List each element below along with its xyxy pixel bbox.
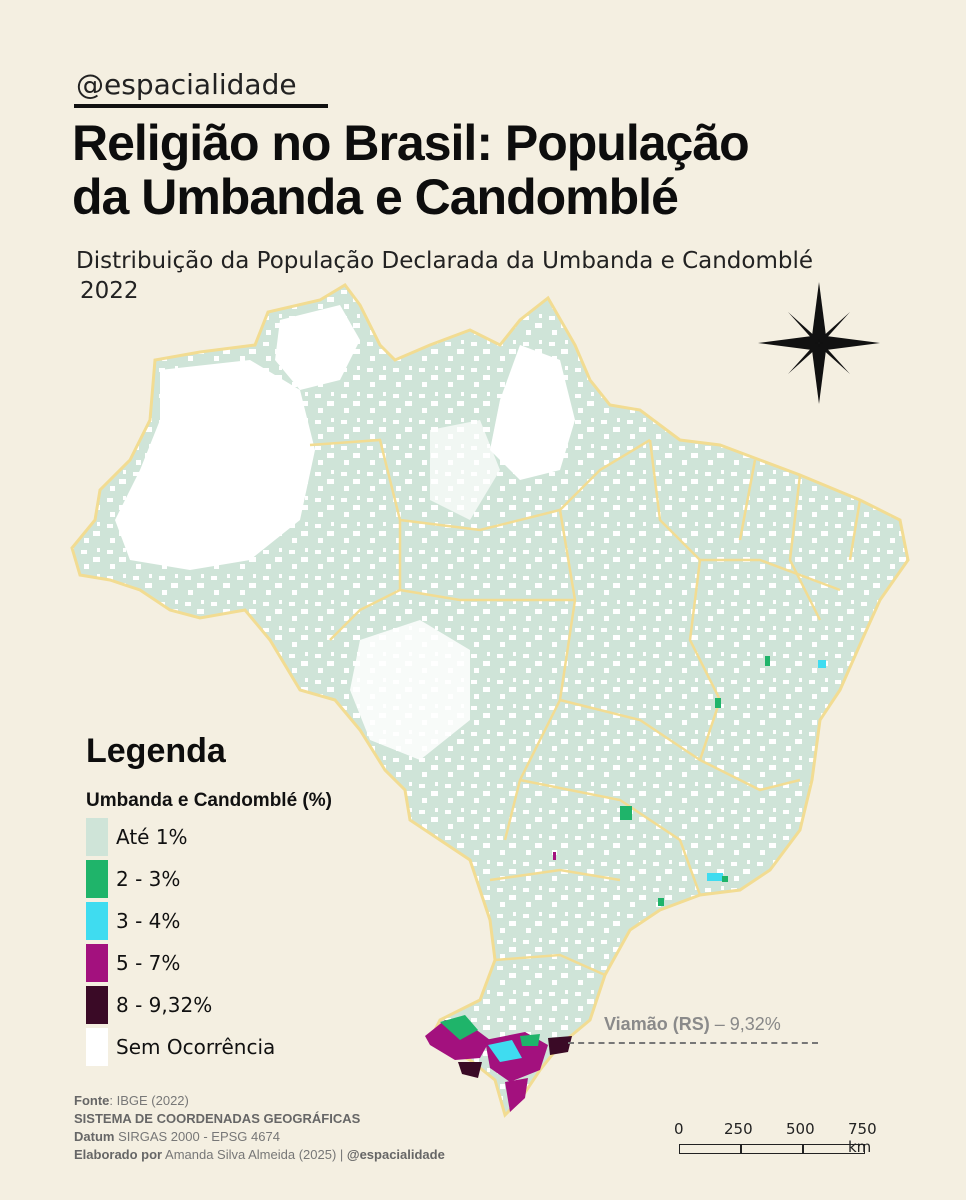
source-value: : IBGE (2022) [109,1093,189,1108]
legend-label: 2 - 3% [116,867,181,891]
legend-item: Sem Ocorrência [86,1026,275,1068]
scale-label-500: 500 [786,1120,815,1138]
legend-item: Até 1% [86,816,275,858]
legend-swatch [86,1028,108,1066]
legend-item: 2 - 3% [86,858,275,900]
datum-label: Datum [74,1129,115,1144]
page-title: Religião no Brasil: População da Umbanda… [72,116,932,224]
scale-label-0: 0 [674,1120,684,1138]
title-line-2: da Umbanda e Candomblé [72,169,679,225]
legend-label: 5 - 7% [116,951,181,975]
credit-datum: Datum SIRGAS 2000 - EPSG 4674 [74,1128,445,1146]
scale-segment-3 [803,1144,865,1154]
datum-value: SIRGAS 2000 - EPSG 4674 [114,1129,280,1144]
legend-label: 3 - 4% [116,909,181,933]
callout-place: Viamão (RS) [604,1014,710,1034]
rs-high-share-areas [425,1015,572,1112]
legend-label: Até 1% [116,825,188,849]
author-handle: @espacialidade [346,1147,445,1162]
legend-item: 3 - 4% [86,900,275,942]
scale-segment-2 [741,1144,803,1154]
legend-label: 8 - 9,32% [116,993,213,1017]
viamao-callout: Viamão (RS) – 9,32% [604,1014,781,1035]
legend-swatch [86,986,108,1024]
legend-label: Sem Ocorrência [116,1035,276,1059]
legend-title: Legenda [86,732,226,770]
state-borders [309,438,862,977]
mato-grosso-empty-zone [350,620,470,760]
author-label: Elaborado por [74,1147,163,1162]
credit-system: SISTEMA DE COORDENADAS GEOGRÁFICAS [74,1110,445,1128]
legend-swatch [86,944,108,982]
scale-segment-1 [679,1144,741,1154]
legend-item: 5 - 7% [86,942,275,984]
legend: Até 1% 2 - 3% 3 - 4% 5 - 7% 8 - 9,32% Sem Oco… [86,816,275,1068]
legend-swatch [86,902,108,940]
handle-underline [74,104,328,108]
scale-label-750: 750 km [848,1120,877,1156]
subtitle-line-2: 2022 [80,278,139,304]
subtitle-line-1: Distribuição da População Declarada da U… [76,248,814,274]
system-label: SISTEMA DE COORDENADAS GEOGRÁFICAS [74,1111,361,1126]
callout-leader-line [568,1042,818,1044]
compass-rose-icon [758,282,880,404]
source-label: Fonte [74,1093,110,1108]
legend-swatch [86,818,108,856]
callout-value: – 9,32% [714,1014,781,1034]
amazonas-empty-zone [115,360,315,570]
credit-source: Fonte: IBGE (2022) [74,1092,445,1110]
author-value: Amanda Silva Almeida (2025) | [162,1147,347,1162]
credits: Fonte: IBGE (2022) SISTEMA DE COORDENADA… [74,1092,445,1164]
scattered-high-share-municipalities [553,656,826,906]
credit-author: Elaborado por Amanda Silva Almeida (2025… [74,1146,445,1164]
legend-item: 8 - 9,32% [86,984,275,1026]
title-line-1: Religião no Brasil: População [72,115,750,171]
para-empty-zone [430,420,500,520]
legend-subtitle: Umbanda e Candomblé (%) [86,790,332,811]
legend-swatch [86,860,108,898]
scale-label-250: 250 [724,1120,753,1138]
page-subtitle: Distribuição da População Declarada da U… [76,246,936,306]
roraima-empty-zone [275,305,360,390]
north-pa-empty-zone [490,345,575,480]
handle: @espacialidade [76,68,297,101]
